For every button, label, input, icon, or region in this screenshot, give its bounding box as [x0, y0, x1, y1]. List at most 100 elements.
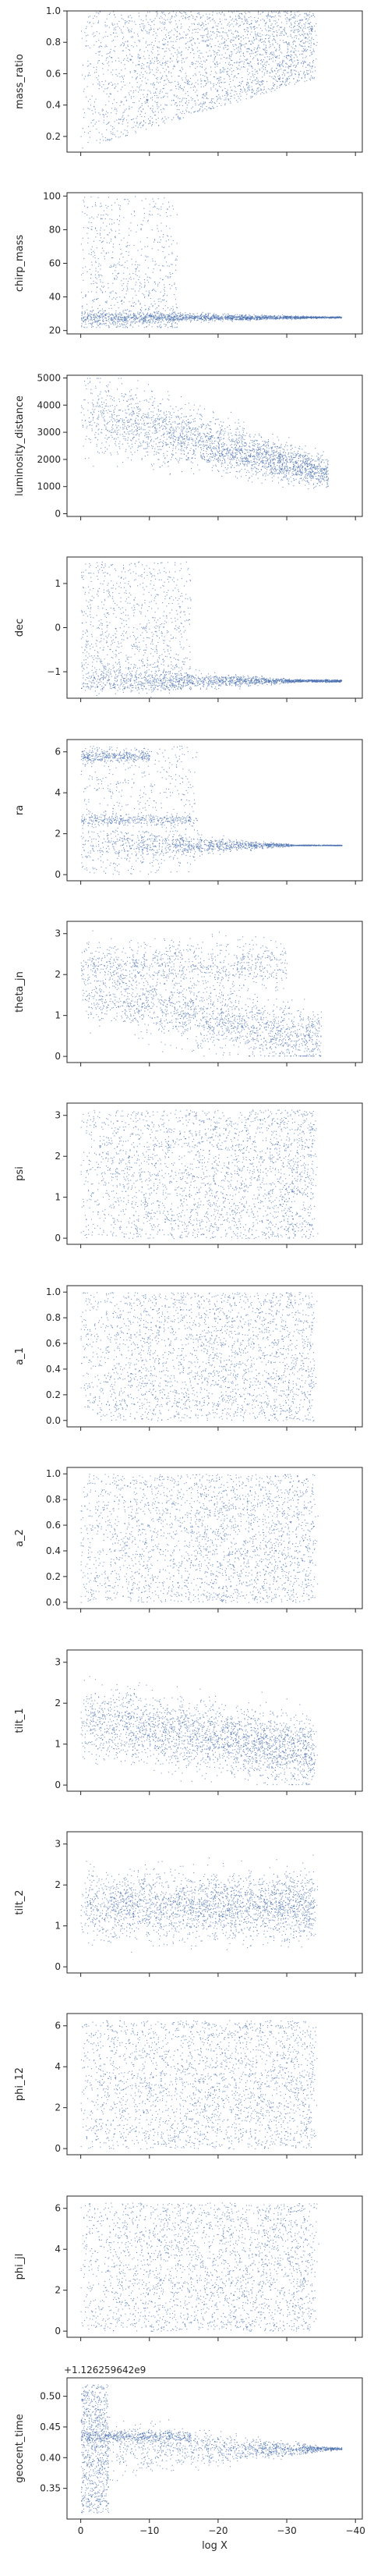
scatter-point [116, 69, 117, 70]
scatter-point [248, 27, 249, 28]
scatter-point [299, 20, 300, 21]
scatter-point [279, 65, 280, 66]
scatter-point [146, 96, 147, 97]
scatter-point [149, 321, 150, 322]
scatter-point [247, 79, 248, 80]
scatter-point [282, 31, 283, 32]
scatter-point [266, 92, 267, 93]
scatter-point [181, 16, 182, 17]
scatter-point [205, 102, 206, 103]
scatter-point [112, 126, 113, 127]
scatter-point [163, 23, 164, 24]
scatter-point [245, 21, 246, 22]
scatter-point [287, 78, 288, 79]
scatter-point [130, 230, 131, 231]
scatter-point [298, 76, 299, 77]
scatter-point [247, 82, 248, 83]
scatter-point [314, 51, 315, 52]
scatter-point [262, 76, 263, 77]
scatter-point [206, 29, 207, 30]
scatter-point [145, 256, 146, 257]
scatter-point [164, 257, 165, 258]
scatter-point [147, 277, 148, 278]
scatter-point [158, 54, 159, 55]
scatter-point [311, 54, 312, 55]
scatter-point [190, 320, 191, 321]
scatter-point [257, 33, 258, 34]
scatter-point [246, 59, 247, 60]
scatter-point [136, 268, 137, 269]
scatter-point [143, 27, 144, 28]
scatter-point [166, 314, 167, 315]
y-tick-label: 0.2 [46, 131, 61, 142]
scatter-point [246, 43, 247, 44]
scatter-point [196, 16, 197, 17]
scatter-point [98, 51, 99, 52]
scatter-point [122, 121, 123, 122]
scatter-point [238, 35, 239, 36]
scatter-point [206, 27, 207, 28]
scatter-point [277, 63, 278, 64]
scatter-point [92, 325, 93, 326]
scatter-point [313, 60, 314, 61]
scatter-point [210, 74, 211, 75]
scatter-point [243, 24, 244, 25]
scatter-point [178, 83, 179, 84]
scatter-point [151, 62, 152, 63]
scatter-point [109, 140, 110, 141]
scatter-point [282, 78, 283, 79]
scatter-point [133, 314, 134, 315]
scatter-point [279, 69, 280, 70]
scatter-point [312, 13, 313, 14]
scatter-point [297, 25, 298, 26]
scatter-point [255, 69, 256, 70]
scatter-point [152, 229, 153, 230]
scatter-point [286, 41, 287, 42]
scatter-point [210, 56, 211, 57]
scatter-point [207, 19, 208, 20]
scatter-point [87, 61, 88, 62]
scatter-point [91, 262, 92, 263]
scatter-point [235, 316, 236, 317]
scatter-point [311, 38, 312, 39]
scatter-point [131, 17, 132, 18]
scatter-point [141, 116, 142, 117]
scatter-point [269, 37, 270, 38]
scatter-point [233, 46, 234, 47]
scatter-point [163, 308, 164, 309]
scatter-point [174, 100, 175, 101]
scatter-point [203, 104, 204, 105]
scatter-point [302, 40, 303, 41]
scatter-point [212, 27, 213, 28]
scatter-point [177, 36, 178, 37]
scatter-point [174, 284, 175, 285]
scatter-point [252, 318, 253, 319]
scatter-point [170, 288, 171, 289]
scatter-point [245, 315, 246, 316]
scatter-point [152, 69, 153, 70]
scatter-point [177, 327, 178, 328]
scatter-point [105, 140, 106, 141]
scatter-point [144, 297, 145, 298]
scatter-point [287, 316, 288, 317]
scatter-point [103, 84, 104, 85]
scatter-point [200, 74, 201, 75]
scatter-point [99, 82, 100, 83]
scatter-point [205, 29, 206, 30]
scatter-point [131, 310, 132, 311]
scatter-point [164, 14, 165, 15]
scatter-point [118, 319, 119, 320]
scatter-point [100, 320, 101, 321]
scatter-point [183, 117, 184, 118]
scatter-point [285, 66, 286, 67]
scatter-point [240, 100, 241, 101]
scatter-point [122, 290, 123, 291]
scatter-point [126, 100, 127, 101]
scatter-point [293, 51, 294, 52]
scatter-point [85, 321, 86, 322]
scatter-point [166, 241, 167, 242]
scatter-point [138, 40, 139, 41]
scatter-point [85, 213, 86, 214]
scatter-point [139, 277, 140, 278]
scatter-point [152, 248, 153, 249]
